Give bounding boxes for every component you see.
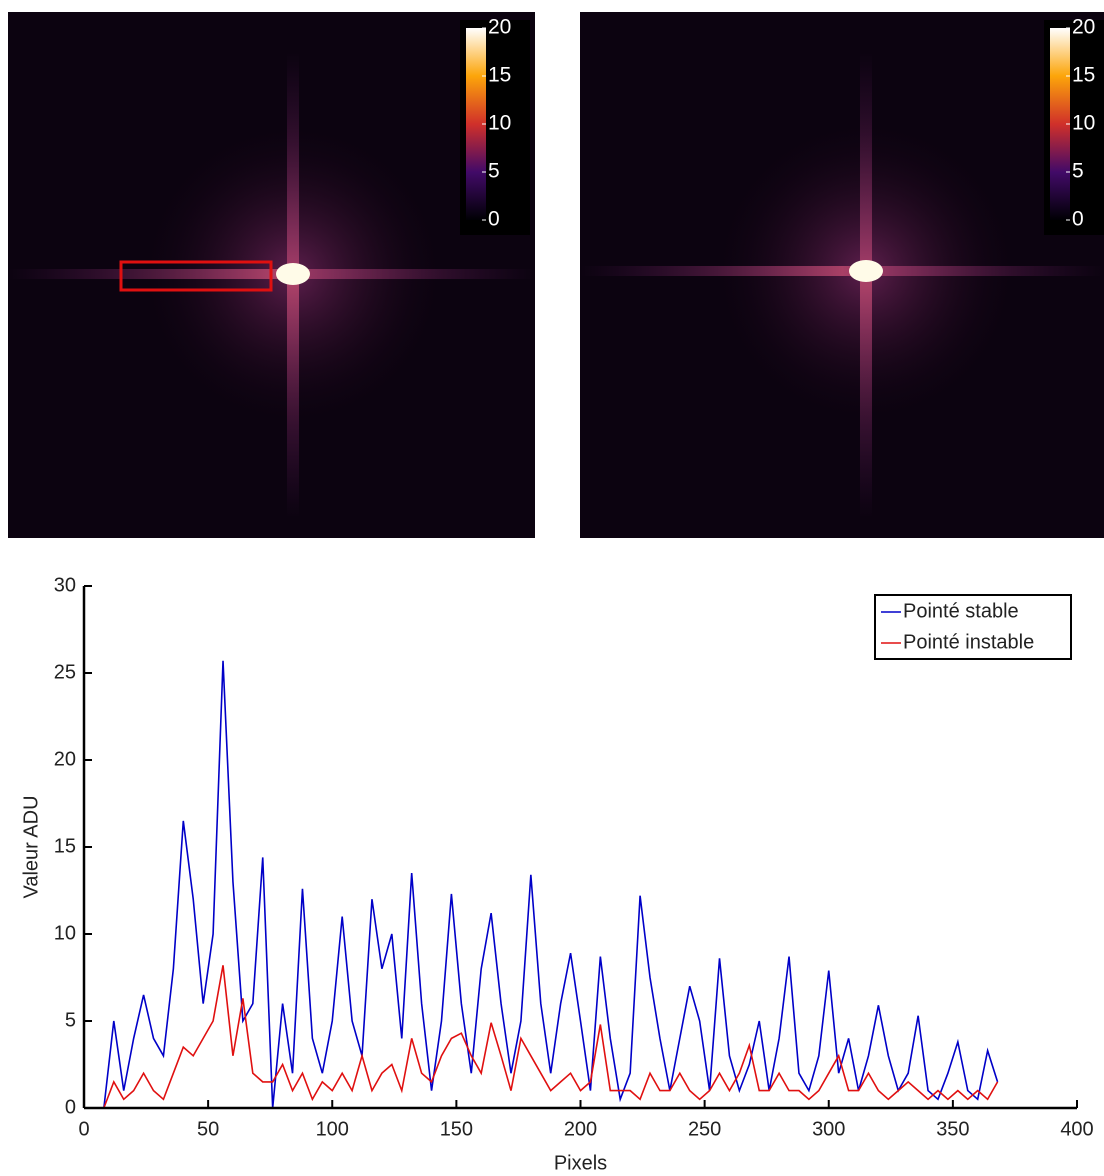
y-tick-label: 5 — [65, 1009, 76, 1031]
x-tick-label: 150 — [440, 1118, 473, 1140]
colorbar — [466, 28, 486, 220]
colorbar — [1050, 28, 1070, 220]
y-tick-label: 0 — [65, 1096, 76, 1118]
central-spot — [276, 263, 310, 285]
legend-label: Pointé stable — [903, 600, 1019, 622]
colorbar-tick-label: 15 — [488, 64, 511, 87]
colorbar-tick-label: 0 — [1072, 208, 1084, 231]
colorbar-tick-label: 20 — [488, 16, 511, 39]
selection-box — [119, 260, 273, 292]
colorbar-tick-label: 5 — [1072, 160, 1084, 183]
x-tick-label: 200 — [564, 1118, 597, 1140]
x-tick-label: 50 — [197, 1118, 219, 1140]
legend-label: Pointé instable — [903, 631, 1034, 653]
colorbar-tick-label: 5 — [488, 160, 500, 183]
colorbar-tick-label: 20 — [1072, 16, 1095, 39]
x-tick-label: 250 — [688, 1118, 721, 1140]
colorbar-tick-label: 10 — [488, 112, 511, 135]
y-tick-label: 15 — [54, 835, 76, 857]
y-tick-label: 25 — [54, 661, 76, 683]
y-tick-label: 10 — [54, 922, 76, 944]
x-tick-label: 350 — [936, 1118, 969, 1140]
x-tick-label: 100 — [316, 1118, 349, 1140]
legend-box — [874, 594, 1072, 660]
y-tick-label: 30 — [54, 574, 76, 596]
colorbar-tick-label: 15 — [1072, 64, 1095, 87]
central-spot — [849, 260, 883, 282]
x-tick-label: 300 — [812, 1118, 845, 1140]
colorbar-tick-label: 10 — [1072, 112, 1095, 135]
y-tick-label: 20 — [54, 748, 76, 770]
x-axis-label: Pixels — [554, 1152, 607, 1174]
data-line — [84, 660, 999, 1109]
data-line — [84, 965, 999, 1109]
vertical-streak — [860, 52, 872, 518]
horizontal-streak — [580, 266, 1104, 276]
colorbar-tick-label: 0 — [488, 208, 500, 231]
x-tick-label: 0 — [78, 1118, 89, 1140]
y-axis-label: Valeur ADU — [20, 795, 42, 898]
x-tick-label: 400 — [1060, 1118, 1093, 1140]
